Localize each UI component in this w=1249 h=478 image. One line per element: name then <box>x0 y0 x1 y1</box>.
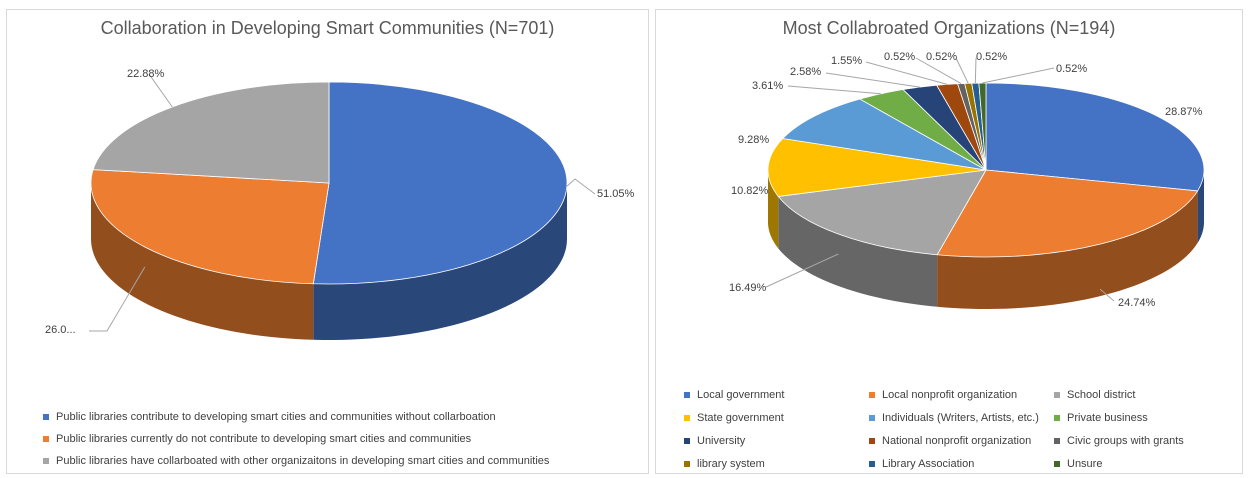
legend-swatch <box>43 436 49 442</box>
legend-item: National nonprofit organization <box>869 433 1054 449</box>
leader-line-0 <box>566 178 596 195</box>
data-label-9: 0.52% <box>926 51 957 63</box>
data-label-0: 51.05% <box>597 188 635 200</box>
leader-line-2 <box>148 73 173 108</box>
chart-panel-right: Most Collabroated Organizations (N=194) … <box>655 9 1243 474</box>
data-label-8: 0.52% <box>884 51 915 63</box>
legend-item: Public libraries contribute to developin… <box>43 406 549 428</box>
data-label-5: 3.61% <box>752 80 783 92</box>
data-label-10: 0.52% <box>976 51 1007 63</box>
legend-label: Public libraries currently do not contri… <box>56 433 472 445</box>
leader-line-1 <box>89 266 146 332</box>
data-label-2: 22.88% <box>127 68 165 80</box>
data-label-2: 16.49% <box>729 282 767 294</box>
legend-item: State government <box>684 410 869 426</box>
pie-side-1 <box>91 183 314 340</box>
legend-swatch <box>43 458 49 464</box>
legend-right: Local government Local nonprofit organiza… <box>684 387 1224 472</box>
legend-label: Private business <box>1067 412 1148 424</box>
legend-left: Public libraries contribute to developin… <box>43 406 549 472</box>
data-label-0: 28.87% <box>1165 106 1203 118</box>
legend-item: Unsure <box>1054 456 1224 472</box>
legend-label: Public libraries have collarboated with … <box>56 455 550 467</box>
leader-line-11 <box>982 67 1055 84</box>
legend-swatch <box>869 438 875 444</box>
legend-swatch <box>869 415 875 421</box>
pie-slice-1 <box>936 169 1199 258</box>
chart-panel-left: Collaboration in Developing Smart Commun… <box>6 9 649 474</box>
pie-slice-0 <box>985 82 1205 192</box>
legend-swatch <box>1054 392 1060 398</box>
pie-slice-2 <box>777 169 987 256</box>
leader-line-10 <box>974 57 977 84</box>
leader-line-7 <box>865 61 948 85</box>
pie-side-0 <box>313 183 567 340</box>
legend-swatch <box>1054 415 1060 421</box>
leader-line-1 <box>1099 288 1115 302</box>
legend-label: Individuals (Writers, Artists, etc.) <box>882 412 1039 424</box>
legend-item: School district <box>1054 387 1224 403</box>
pie-slice-0 <box>312 81 568 285</box>
leader-line-5 <box>787 85 881 95</box>
leader-line-9 <box>955 57 969 84</box>
pie-slice-3 <box>767 138 987 197</box>
pie-slice-4 <box>782 98 987 171</box>
legend-label: library system <box>697 458 765 470</box>
legend-item: library system <box>684 456 869 472</box>
legend-label: University <box>697 435 746 447</box>
legend-swatch <box>43 414 49 420</box>
legend-swatch <box>1054 461 1060 467</box>
pie-side-2 <box>778 196 938 307</box>
legend-label: State government <box>697 412 784 424</box>
legend-swatch <box>684 438 690 444</box>
data-label-7: 1.55% <box>831 55 862 67</box>
chart-title: Most Collabroated Organizations (N=194) <box>782 18 1116 38</box>
legend-item: Public libraries currently do not contri… <box>43 428 549 450</box>
legend-swatch <box>684 392 690 398</box>
chart-title: Collaboration in Developing Smart Commun… <box>100 18 555 38</box>
legend-swatch <box>684 415 690 421</box>
data-label-3: 10.82% <box>731 185 769 197</box>
legend-swatch <box>684 461 690 467</box>
legend-item: Library Association <box>869 456 1054 472</box>
legend-item: Private business <box>1054 410 1224 426</box>
data-label-1: 24.74% <box>1118 297 1156 309</box>
legend-label: Library Association <box>882 458 975 470</box>
data-label-1: 26.0... <box>45 324 76 336</box>
leader-line-6 <box>825 72 920 88</box>
pie-slice-2 <box>92 81 330 184</box>
pie-side-3 <box>768 170 779 249</box>
legend-item: Civic groups with grants <box>1054 433 1224 449</box>
leader-line-2 <box>765 253 839 288</box>
legend-label: Unsure <box>1067 458 1103 470</box>
legend-item: Local nonprofit organization <box>869 387 1054 403</box>
pie-chart-right: 28.87% 24.74% 16.49% 10.82% 9.28% 3.61% 2.58% 1… <box>729 51 1205 309</box>
pie-chart-left: 51.05% 26.0... 22.88% <box>45 68 635 340</box>
data-label-6: 2.58% <box>790 66 821 78</box>
legend-swatch <box>1054 438 1060 444</box>
legend-swatch <box>869 461 875 467</box>
leader-line-8 <box>915 57 962 85</box>
legend-item: University <box>684 433 869 449</box>
legend-swatch <box>869 392 875 398</box>
legend-label: Local government <box>697 389 785 401</box>
legend-label: Civic groups with grants <box>1067 435 1184 447</box>
data-label-4: 9.28% <box>738 134 769 146</box>
legend-label: National nonprofit organization <box>882 435 1032 447</box>
data-label-11: 0.52% <box>1056 63 1087 75</box>
legend-label: Local nonprofit organization <box>882 389 1018 401</box>
legend-item: Local government <box>684 387 869 403</box>
legend-item: Individuals (Writers, Artists, etc.) <box>869 410 1054 426</box>
legend-label: Public libraries contribute to developin… <box>56 411 496 423</box>
legend-item: Public libraries have collarboated with … <box>43 450 549 472</box>
legend-label: School district <box>1067 389 1136 401</box>
pie-slice-1 <box>90 169 330 285</box>
pie-side-1 <box>937 190 1198 309</box>
